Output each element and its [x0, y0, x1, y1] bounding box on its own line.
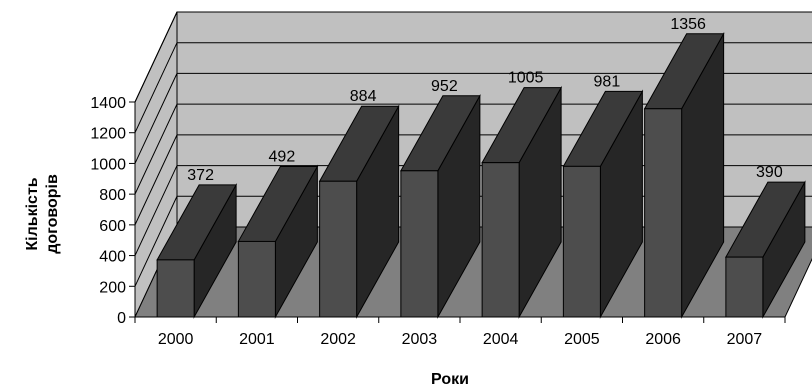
- bar-2004: [481, 85, 562, 319]
- x-tick-label: 2002: [320, 331, 356, 348]
- x-tick-label: 2005: [564, 331, 600, 348]
- data-label-2007: 390: [756, 164, 783, 181]
- bar-2007: [725, 180, 806, 319]
- bar-2005: [562, 89, 644, 319]
- x-tick-label: 2004: [483, 331, 519, 348]
- data-label-2000: 372: [187, 167, 214, 184]
- x-axis: 2000 2001 2002 2003 2004 2005 2006 2007: [134, 316, 786, 348]
- bar-front: [725, 256, 764, 318]
- data-label-2004: 1005: [508, 70, 544, 87]
- data-label-2001: 492: [269, 148, 296, 165]
- y-tick-label: 1000: [90, 156, 126, 173]
- data-label-2002: 884: [350, 88, 377, 105]
- y-axis-title-line-2: договорів: [44, 174, 61, 254]
- bar-front: [156, 259, 195, 318]
- data-label-2005: 981: [594, 73, 621, 90]
- y-tick-label: 400: [99, 249, 126, 266]
- x-tick-label: 2006: [645, 331, 681, 348]
- y-axis-title-line-1: Кількість: [24, 177, 41, 250]
- x-tick-label: 2001: [239, 331, 275, 348]
- data-labels: 372 492 884 952 1005 981 1356 390: [187, 16, 783, 184]
- bar-front: [562, 165, 601, 318]
- bar-2000: [156, 182, 237, 319]
- data-label-2003: 952: [431, 78, 458, 95]
- x-tick-label: 2000: [158, 331, 194, 348]
- y-tick-label: 0: [117, 310, 126, 327]
- gridline: [134, 42, 812, 133]
- bar-2001: [237, 164, 319, 319]
- x-tick-label: 2007: [727, 331, 763, 348]
- data-label-2006: 1356: [670, 16, 706, 33]
- gridline: [134, 72, 812, 164]
- bar-front: [644, 108, 683, 318]
- y-tick-label: 600: [99, 218, 126, 235]
- bar-front: [237, 240, 276, 318]
- y-tick-label: 1400: [90, 95, 126, 112]
- bar-front: [481, 162, 520, 318]
- bar-front: [400, 170, 439, 318]
- y-tick-label: 200: [99, 279, 126, 296]
- gridline: [134, 11, 812, 103]
- bar-2003: [400, 93, 481, 319]
- x-axis-title: Роки: [431, 371, 469, 388]
- y-tick-label: 1200: [90, 126, 126, 143]
- bar-2002: [318, 104, 400, 319]
- x-tick-label: 2003: [402, 331, 438, 348]
- y-tick-label: 800: [99, 187, 126, 204]
- y-axis: 0 200 400 600 800 1000 1200 1400: [90, 95, 136, 327]
- bar-front: [319, 180, 358, 318]
